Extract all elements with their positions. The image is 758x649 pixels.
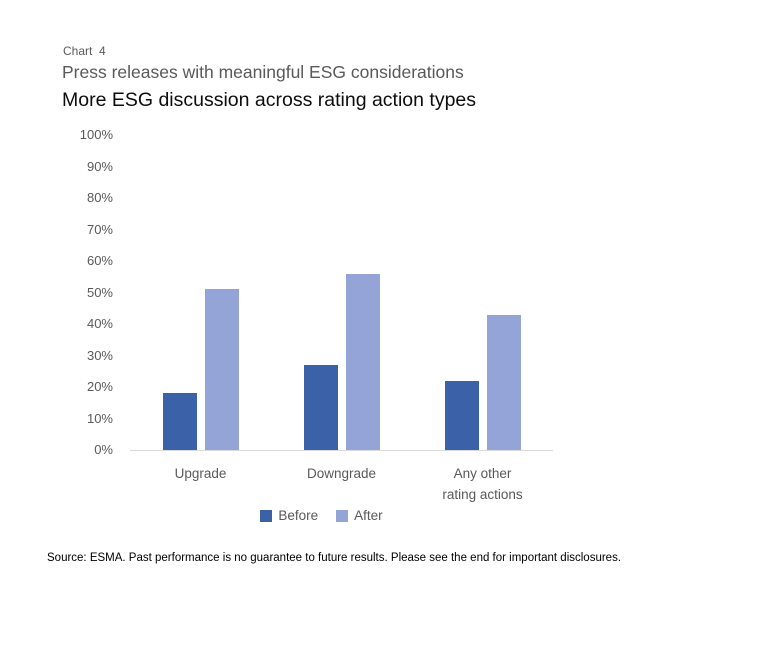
bar-before-3 xyxy=(444,380,479,450)
y-axis: 100% 90% 80% 70% 60% 50% 40% 30% 20% 10% 0% xyxy=(60,0,113,649)
y-axis-tick-label: 10% xyxy=(86,410,113,426)
legend-label: After xyxy=(354,508,383,523)
source-note: Source: ESMA. Past performance is no gua… xyxy=(47,552,622,564)
legend-item-before: Before xyxy=(260,508,318,523)
y-axis-tick-label: 0% xyxy=(94,442,113,457)
legend-item-after: After xyxy=(336,508,383,523)
x-axis-category-label: Upgrade xyxy=(174,466,227,481)
legend-label: Before xyxy=(278,508,319,523)
legend-swatch-icon xyxy=(260,509,273,522)
x-axis-category-label: Downgrade xyxy=(306,466,377,481)
chart-subtitle: Press releases with meaningful ESG consi… xyxy=(62,62,464,82)
legend-swatch-icon xyxy=(336,509,349,522)
y-axis-tick-label: 30% xyxy=(86,347,113,363)
bar-after-3 xyxy=(486,314,521,450)
y-axis-tick-label: 80% xyxy=(86,190,113,205)
y-axis-tick-label: 50% xyxy=(86,284,113,300)
chart-number: Chart 4 xyxy=(63,44,106,58)
bar-after-2 xyxy=(345,273,380,450)
chart-title: More ESG discussion across rating action… xyxy=(62,89,477,111)
bar-before-1 xyxy=(162,393,197,450)
x-axis-labels: Upgrade Downgrade Any other rating actions xyxy=(130,463,553,507)
y-axis-tick-label: 90% xyxy=(86,158,113,174)
y-axis-tick-label: 70% xyxy=(86,221,113,237)
y-axis-tick-label: 60% xyxy=(86,253,113,268)
plot-area xyxy=(130,135,553,451)
x-axis-category-label: Any other rating actions xyxy=(442,466,523,502)
y-axis-tick-label: 40% xyxy=(86,316,113,331)
bar-before-2 xyxy=(303,364,338,450)
bar-after-1 xyxy=(204,289,239,450)
y-axis-tick-label: 100% xyxy=(79,127,113,142)
y-axis-tick-label: 20% xyxy=(86,379,113,394)
legend: Before After xyxy=(110,508,533,523)
